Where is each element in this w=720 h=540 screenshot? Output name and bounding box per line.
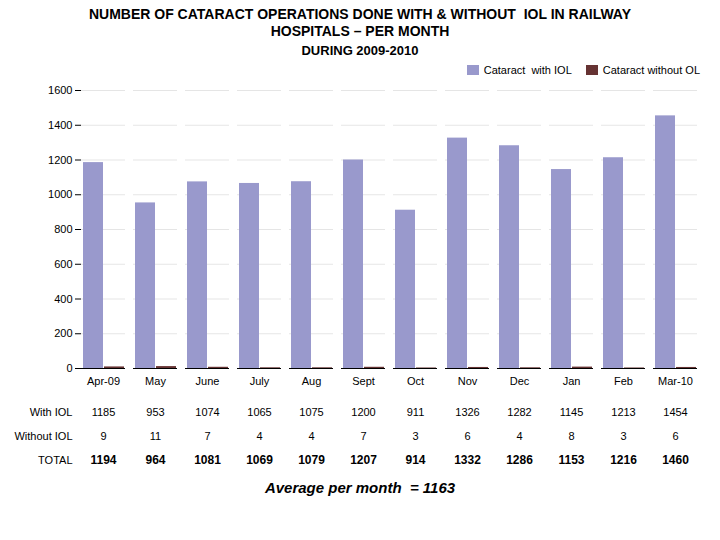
svg-text:4: 4: [516, 430, 522, 442]
html-text:NUMBER OF CATARACT OPERATIONS: NUMBER OF CATARACT OPERATIONS DONE WITH …: [88, 6, 631, 39]
svg-text:1460: 1460: [662, 453, 689, 467]
svg-text:1454: 1454: [663, 406, 687, 418]
svg-text:1065: 1065: [247, 406, 271, 418]
html-text:Cataract with IOL: Cataract with IOL: [483, 64, 572, 76]
html-text:DURING 2009-2010: DURING 2009-2010: [301, 43, 419, 58]
svg-text:Dec: Dec: [510, 375, 530, 387]
svg-text:7: 7: [204, 430, 210, 442]
svg-text:Feb: Feb: [614, 375, 633, 387]
svg-text:With IOL: With IOL: [30, 406, 73, 418]
svg-text:400: 400: [54, 293, 72, 305]
svg-text:Oct: Oct: [407, 375, 424, 387]
svg-text:1332: 1332: [454, 453, 481, 467]
svg-text:May: May: [145, 375, 166, 387]
svg-text:3: 3: [412, 430, 418, 442]
svg-text:Nov: Nov: [458, 375, 478, 387]
svg-text:6: 6: [672, 430, 678, 442]
svg-text:964: 964: [145, 453, 165, 467]
svg-text:3: 3: [620, 430, 626, 442]
svg-text:1075: 1075: [299, 406, 323, 418]
svg-text:Jan: Jan: [563, 375, 581, 387]
svg-text:4: 4: [308, 430, 314, 442]
svg-text:1200: 1200: [48, 154, 72, 166]
svg-text:Aug: Aug: [302, 375, 322, 387]
svg-text:1282: 1282: [507, 406, 531, 418]
svg-text:0: 0: [66, 362, 72, 374]
svg-text:1326: 1326: [455, 406, 479, 418]
svg-text:1200: 1200: [351, 406, 375, 418]
svg-text:Mar-10: Mar-10: [658, 375, 693, 387]
html-text:Cataract without OL: Cataract without OL: [602, 64, 700, 76]
svg-text:1213: 1213: [611, 406, 635, 418]
html-text:Average per month = 1163: Average per month = 1163: [264, 479, 456, 496]
svg-text:1081: 1081: [194, 453, 221, 467]
svg-text:953: 953: [146, 406, 164, 418]
svg-text:6: 6: [464, 430, 470, 442]
svg-text:Sept: Sept: [352, 375, 375, 387]
svg-text:600: 600: [54, 258, 72, 270]
svg-text:914: 914: [405, 453, 425, 467]
svg-text:800: 800: [54, 223, 72, 235]
svg-text:Without IOL: Without IOL: [14, 430, 72, 442]
svg-text:1194: 1194: [90, 453, 116, 467]
svg-text:July: July: [250, 375, 270, 387]
svg-text:8: 8: [568, 430, 574, 442]
svg-text:4: 4: [256, 430, 262, 442]
svg-text:7: 7: [360, 430, 366, 442]
svg-text:1153: 1153: [558, 453, 584, 467]
svg-text:1069: 1069: [246, 453, 273, 467]
svg-text:1079: 1079: [298, 453, 325, 467]
svg-text:1145: 1145: [560, 406, 584, 418]
svg-text:Apr-09: Apr-09: [87, 375, 120, 387]
svg-text:1600: 1600: [48, 84, 72, 96]
svg-text:June: June: [196, 375, 220, 387]
svg-text:1400: 1400: [48, 119, 72, 131]
svg-text:1185: 1185: [92, 406, 116, 418]
svg-text:1207: 1207: [350, 453, 377, 467]
svg-text:1074: 1074: [195, 406, 219, 418]
svg-text:200: 200: [54, 327, 72, 339]
svg-text:9: 9: [100, 430, 106, 442]
svg-text:1286: 1286: [506, 453, 533, 467]
svg-text:911: 911: [407, 406, 425, 418]
svg-text:1216: 1216: [610, 453, 637, 467]
svg-text:1000: 1000: [48, 188, 72, 200]
svg-text:11: 11: [150, 430, 161, 442]
svg-text:TOTAL: TOTAL: [38, 454, 72, 466]
